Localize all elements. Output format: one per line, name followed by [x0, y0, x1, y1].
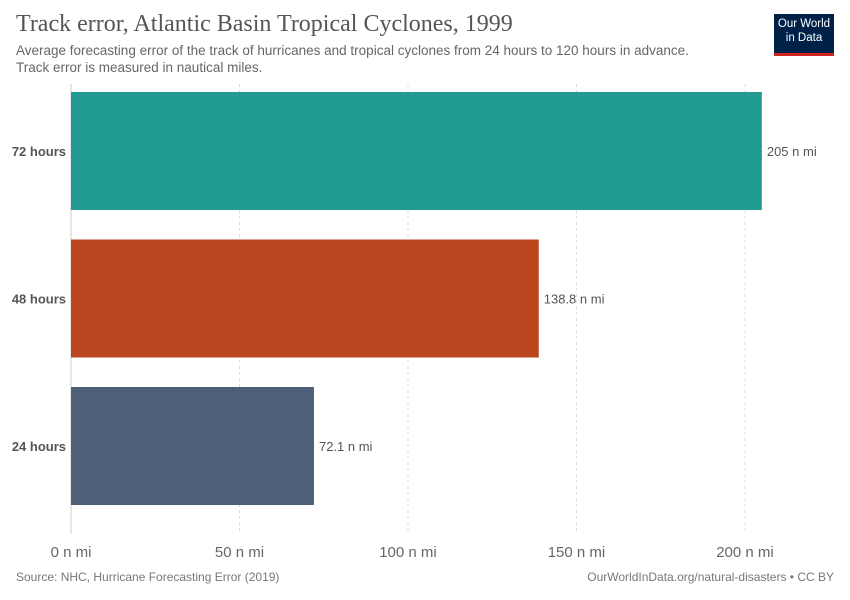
- x-tick-label: 0 n mi: [51, 544, 92, 561]
- x-tick-label: 200 n mi: [716, 544, 774, 561]
- credit-link[interactable]: OurWorldInData.org/natural-disasters • C…: [587, 570, 834, 584]
- our-world-in-data-logo[interactable]: Our World in Data: [774, 14, 834, 56]
- logo-line-1: Our World: [777, 18, 831, 30]
- x-tick-label: 100 n mi: [379, 544, 437, 561]
- subtitle-line-2: Track error is measured in nautical mile…: [16, 60, 263, 75]
- category-label: 72 hours: [12, 144, 66, 159]
- bar[interactable]: [71, 387, 314, 505]
- value-label: 138.8 n mi: [544, 292, 605, 307]
- chart-subtitle: Average forecasting error of the track o…: [16, 42, 756, 76]
- x-tick-label: 50 n mi: [215, 544, 264, 561]
- value-label: 72.1 n mi: [319, 439, 373, 454]
- logo-line-2: in Data: [785, 32, 823, 44]
- category-label: 24 hours: [12, 439, 66, 454]
- labels: 0 n mi 50 n mi 100 n mi 150 n mi 200 n mi 72 …: [12, 144, 817, 561]
- bar[interactable]: [71, 239, 539, 358]
- chart-title: Track error, Atlantic Basin Tropical Cyc…: [16, 11, 513, 37]
- bar[interactable]: [71, 92, 762, 210]
- category-label: 48 hours: [12, 292, 66, 307]
- bars: [71, 92, 762, 505]
- subtitle-line-1: Average forecasting error of the track o…: [16, 43, 689, 58]
- x-tick-label: 150 n mi: [548, 544, 606, 561]
- source-note: Source: NHC, Hurricane Forecasting Error…: [16, 570, 280, 584]
- value-label: 205 n mi: [767, 144, 817, 159]
